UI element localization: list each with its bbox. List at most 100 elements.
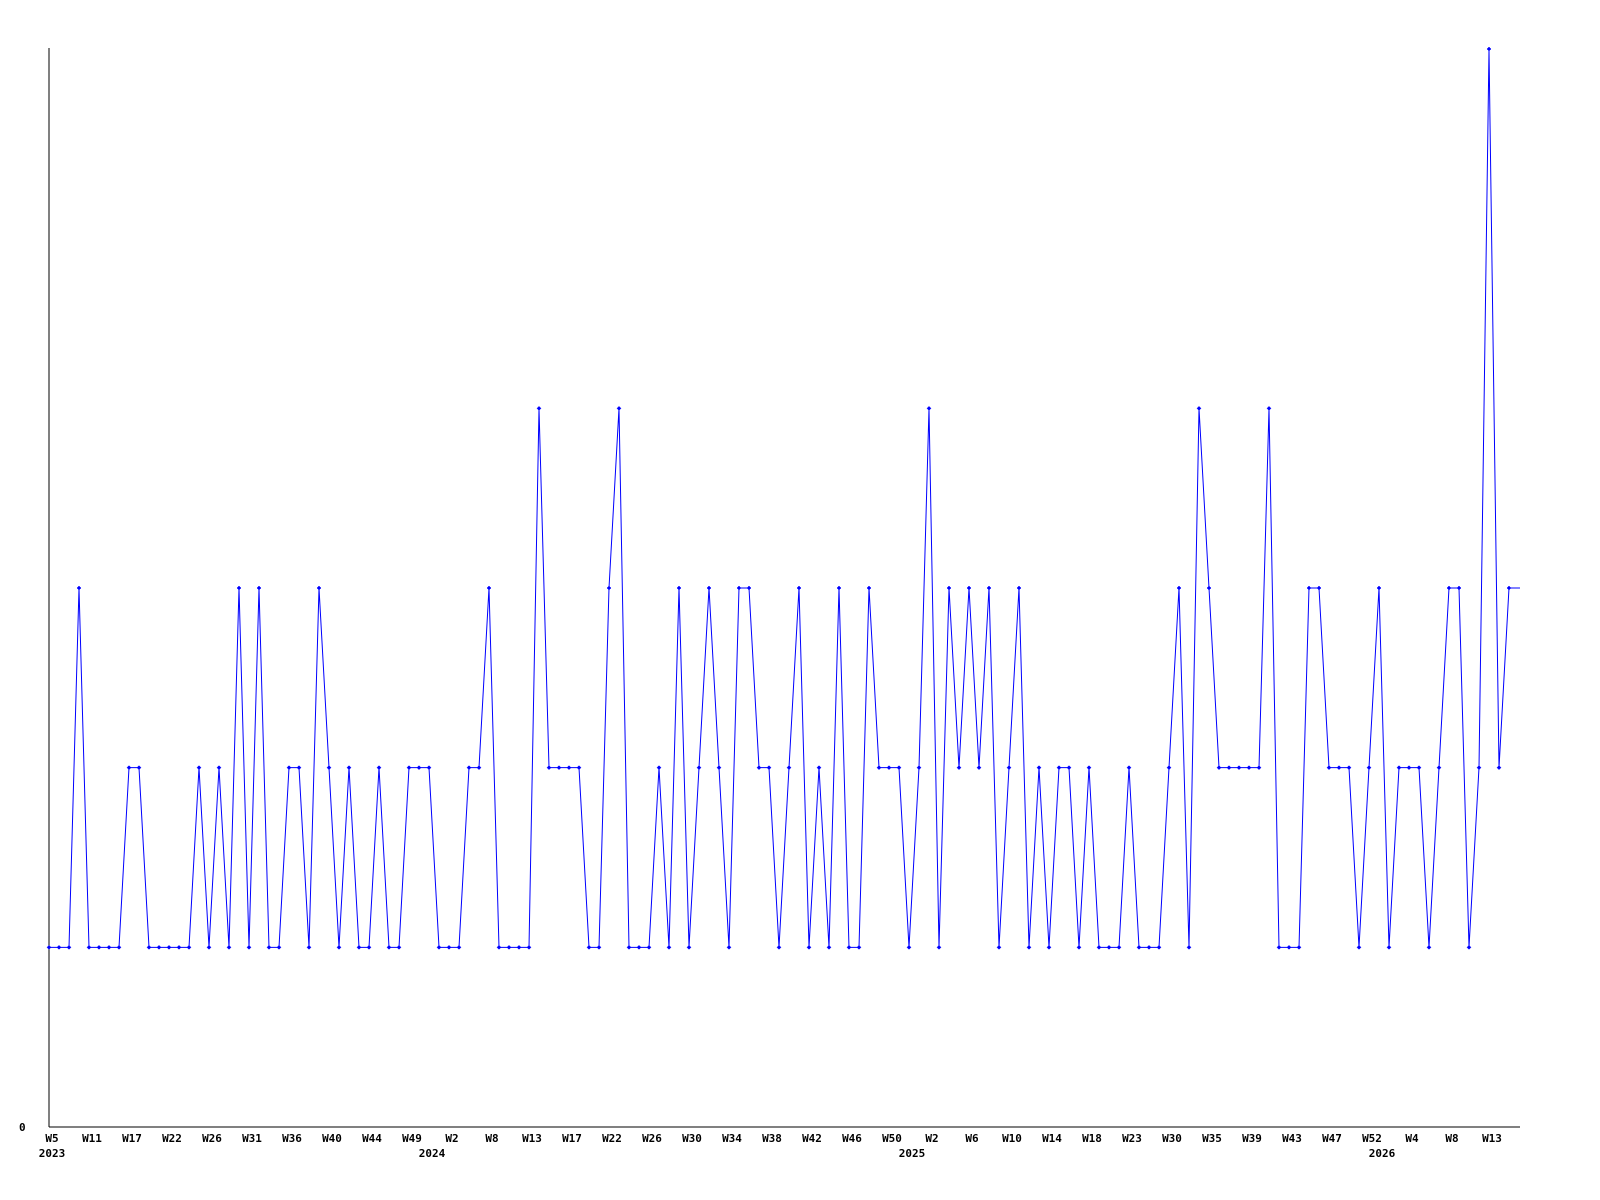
data-point <box>266 944 272 950</box>
x-tick-label: W17 <box>562 1132 582 1145</box>
data-point <box>1426 944 1432 950</box>
x-tick-label: W39 <box>1242 1132 1262 1145</box>
data-point <box>1256 765 1262 771</box>
data-point <box>786 765 792 771</box>
data-point <box>1226 765 1232 771</box>
data-point <box>1086 765 1092 771</box>
data-point <box>416 765 422 771</box>
data-point <box>1156 944 1162 950</box>
data-point <box>536 405 542 411</box>
year-label: 2024 <box>419 1147 446 1160</box>
data-point <box>56 944 62 950</box>
data-point <box>626 944 632 950</box>
data-point <box>1076 944 1082 950</box>
data-point <box>226 944 232 950</box>
data-point <box>256 585 262 591</box>
series <box>46 46 1520 950</box>
data-point <box>126 765 132 771</box>
data-point <box>1166 765 1172 771</box>
data-point <box>196 765 202 771</box>
data-point <box>366 944 372 950</box>
x-tick-label: W52 <box>1362 1132 1382 1145</box>
data-point <box>186 944 192 950</box>
x-tick-label: W42 <box>802 1132 822 1145</box>
data-point <box>656 765 662 771</box>
x-tick-label: W38 <box>762 1132 782 1145</box>
data-point <box>1246 765 1252 771</box>
data-point <box>106 944 112 950</box>
data-point <box>46 944 52 950</box>
data-point <box>1436 765 1442 771</box>
data-point <box>806 944 812 950</box>
data-point <box>926 405 932 411</box>
data-point <box>146 944 152 950</box>
x-tick-label: W2 <box>445 1132 458 1145</box>
x-tick-label: W14 <box>1042 1132 1062 1145</box>
data-point <box>986 585 992 591</box>
data-point <box>136 765 142 771</box>
data-point <box>666 944 672 950</box>
data-point <box>1006 765 1012 771</box>
data-point <box>1306 585 1312 591</box>
x-tick-label: W8 <box>485 1132 498 1145</box>
data-point <box>66 944 72 950</box>
x-tick-label: W4 <box>1405 1132 1419 1145</box>
data-point <box>836 585 842 591</box>
data-point <box>386 944 392 950</box>
data-point <box>746 585 752 591</box>
data-point <box>376 765 382 771</box>
data-point <box>646 944 652 950</box>
x-tick-label: W35 <box>1202 1132 1222 1145</box>
data-point <box>336 944 342 950</box>
data-point <box>886 765 892 771</box>
data-point <box>1126 765 1132 771</box>
data-point <box>916 765 922 771</box>
data-point <box>1066 765 1072 771</box>
data-point <box>326 765 332 771</box>
data-point <box>466 765 472 771</box>
data-point <box>956 765 962 771</box>
data-point <box>896 765 902 771</box>
data-point <box>1346 765 1352 771</box>
data-point <box>346 765 352 771</box>
data-point <box>506 944 512 950</box>
x-tick-label: W30 <box>1162 1132 1182 1145</box>
x-tick-label: W5 <box>45 1132 58 1145</box>
x-tick-label: W13 <box>1482 1132 1502 1145</box>
x-tick-label: W23 <box>1122 1132 1142 1145</box>
data-point <box>206 944 212 950</box>
x-tick-label: W26 <box>202 1132 222 1145</box>
data-point <box>76 585 82 591</box>
data-point <box>976 765 982 771</box>
data-point <box>1186 944 1192 950</box>
data-point <box>676 585 682 591</box>
data-point <box>1416 765 1422 771</box>
data-point <box>1376 585 1382 591</box>
data-point <box>426 765 432 771</box>
series-line <box>49 48 1520 948</box>
data-point <box>1146 944 1152 950</box>
data-point <box>606 585 612 591</box>
data-point <box>586 944 592 950</box>
data-point <box>1506 585 1512 591</box>
data-point <box>906 944 912 950</box>
data-point <box>936 944 942 950</box>
data-point <box>596 944 602 950</box>
data-point <box>1056 765 1062 771</box>
year-label: 2025 <box>899 1147 926 1160</box>
data-point <box>476 765 482 771</box>
x-tick-label: W26 <box>642 1132 662 1145</box>
data-point <box>726 944 732 950</box>
data-point <box>556 765 562 771</box>
data-point <box>96 944 102 950</box>
data-point <box>576 765 582 771</box>
data-point <box>1366 765 1372 771</box>
x-tick-label: W34 <box>722 1132 742 1145</box>
x-tick-label: W11 <box>82 1132 102 1145</box>
x-tick-label: W8 <box>1445 1132 1458 1145</box>
x-tick-label: W17 <box>122 1132 142 1145</box>
data-point <box>736 585 742 591</box>
data-point <box>766 765 772 771</box>
data-point <box>1046 944 1052 950</box>
